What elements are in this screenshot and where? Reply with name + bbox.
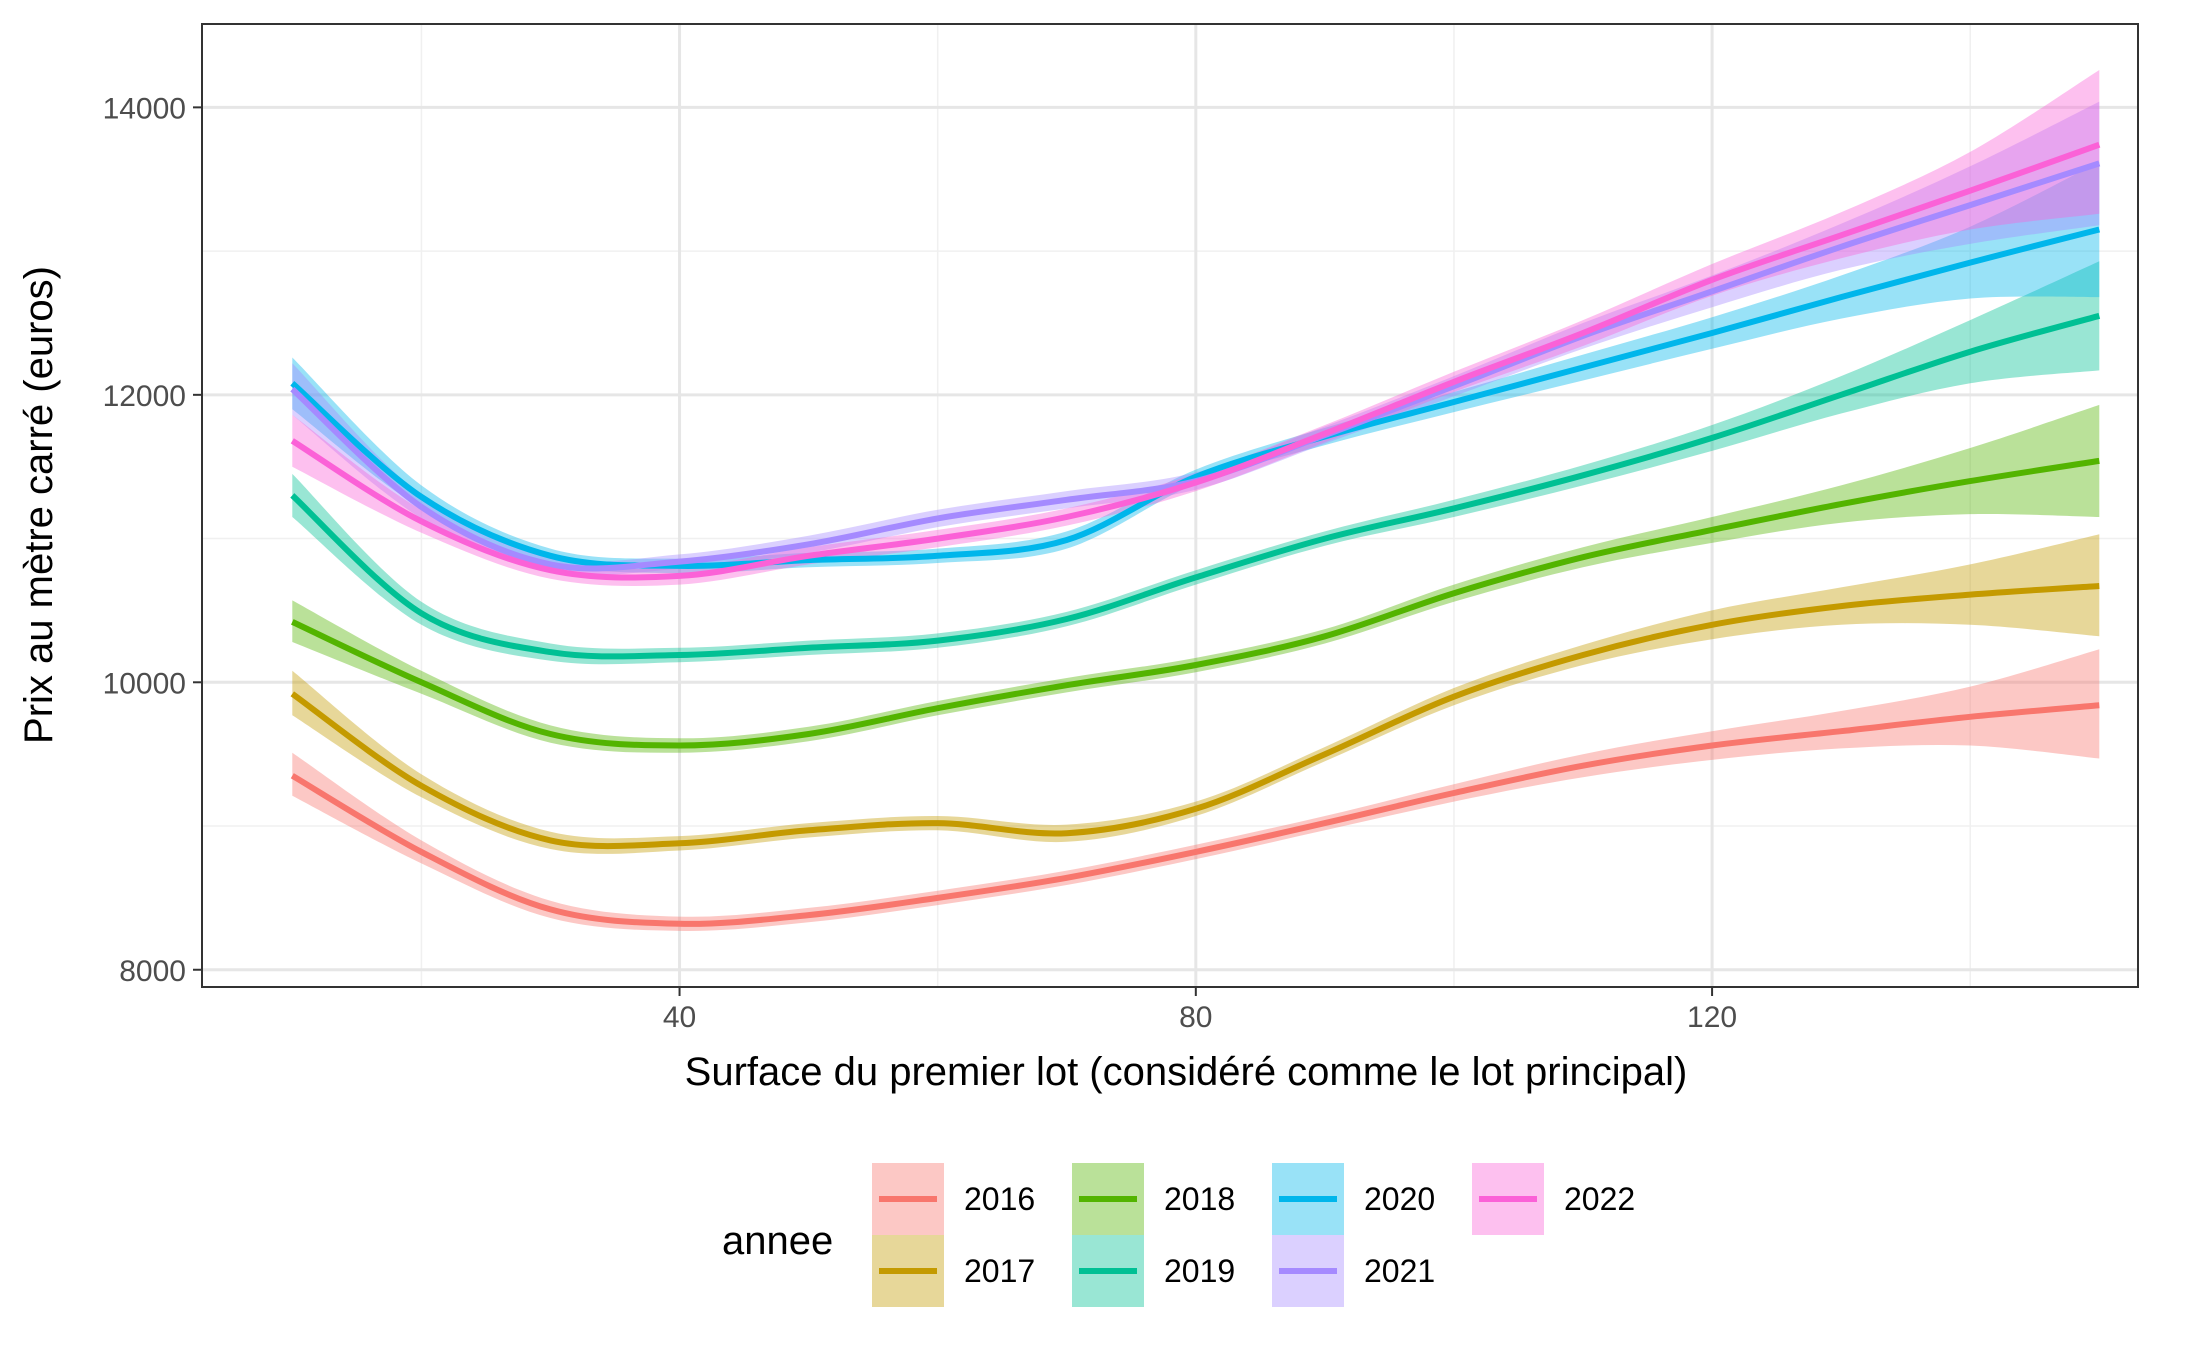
legend-label: 2021 (1364, 1253, 1435, 1289)
y-axis-title: Prix au mètre carré (euros) (17, 266, 61, 744)
series-line-2020 (290, 226, 2101, 569)
legend-label: 2020 (1364, 1181, 1435, 1217)
confidence-band-2020 (292, 162, 2100, 574)
legend-item-2016: 2016 (872, 1163, 1035, 1235)
x-tick-label: 120 (1687, 1001, 1737, 1034)
legend-item-2019: 2019 (1072, 1235, 1235, 1307)
x-tick-label: 80 (1179, 1001, 1212, 1034)
grid-major (202, 24, 2138, 987)
x-axis-title: Surface du premier lot (considéré comme … (685, 1050, 1688, 1094)
x-tick-labels: 40 80 120 (663, 1001, 1737, 1034)
y-tick-labels: 8000 10000 12000 14000 (103, 92, 186, 987)
legend-label: 2018 (1164, 1181, 1235, 1217)
y-tick-label: 10000 (103, 667, 186, 700)
series-line-2019 (290, 312, 2101, 660)
y-tick-label: 12000 (103, 380, 186, 413)
legend-label: 2019 (1164, 1253, 1235, 1289)
legend-item-2022: 2022 (1472, 1163, 1635, 1235)
legend-title: annee (722, 1219, 833, 1263)
y-tick-label: 8000 (119, 955, 186, 988)
legend-item-2020: 2020 (1272, 1163, 1435, 1235)
y-tick-label: 14000 (103, 92, 186, 125)
legend-label: 2022 (1564, 1181, 1635, 1217)
legend-label: 2017 (964, 1253, 1035, 1289)
legend-item-2021: 2021 (1272, 1235, 1435, 1307)
series-line-2022 (290, 141, 2101, 581)
series-line-2017 (290, 583, 2100, 850)
series-lines (290, 141, 2101, 927)
legend-label: 2016 (964, 1181, 1035, 1217)
plot-border (201, 23, 2139, 988)
series-line-2016 (290, 702, 2100, 927)
legend: 2016 2017 2018 2019 2020 2021 2022 (872, 1163, 1635, 1307)
legend-item-2018: 2018 (1072, 1163, 1235, 1235)
confidence-band-2019 (292, 261, 2100, 665)
confidence-band-2017 (292, 534, 2100, 854)
legend-item-2017: 2017 (872, 1235, 1035, 1307)
x-tick-label: 40 (663, 1001, 696, 1034)
axis-ticks (193, 106, 1714, 996)
series-line-2018 (291, 457, 2100, 749)
